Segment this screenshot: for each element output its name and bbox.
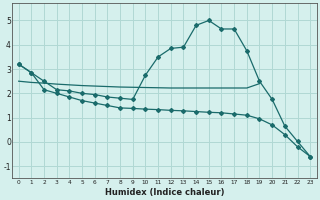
- X-axis label: Humidex (Indice chaleur): Humidex (Indice chaleur): [105, 188, 224, 197]
